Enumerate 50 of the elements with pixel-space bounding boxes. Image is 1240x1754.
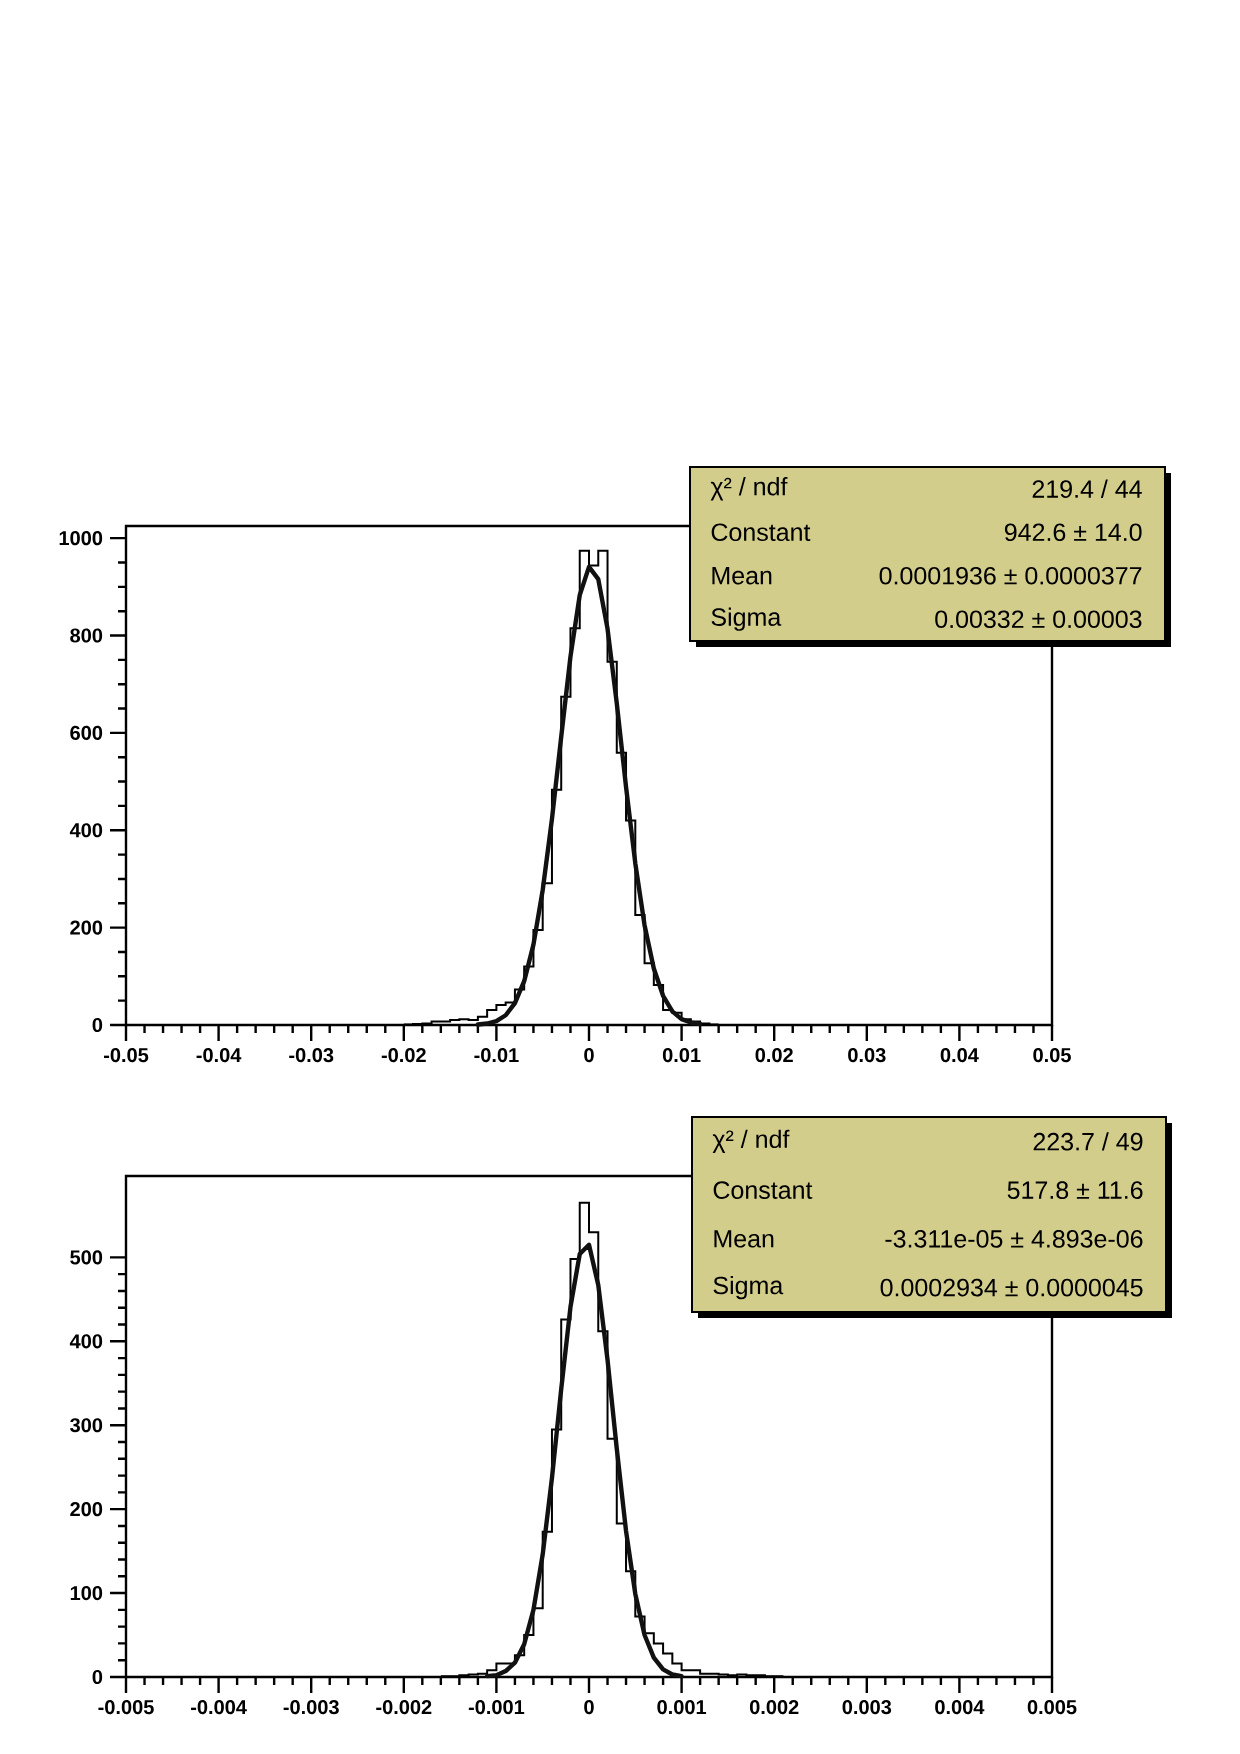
y-tick-label: 0	[92, 1669, 103, 1685]
x-tick-label: -0.003	[283, 1700, 339, 1715]
x-tick-label: 0.04	[940, 1048, 979, 1063]
x-tick-label: -0.01	[474, 1048, 519, 1063]
x-tick-label: 0.005	[1027, 1700, 1077, 1715]
x-tick-label: 0.002	[749, 1700, 799, 1715]
x-tick-label: -0.004	[191, 1700, 247, 1715]
x-tick-label: 0.004	[935, 1700, 985, 1715]
x-tick-label: 0.05	[1033, 1048, 1071, 1063]
annotation: -3.311e-05 ± 4.893e-06	[885, 1230, 1143, 1248]
annotation: Sigma	[711, 607, 782, 631]
y-tick-label: 200	[70, 920, 103, 935]
annotation: 0.00332 ± 0.00003	[935, 610, 1142, 629]
y-tick-label: 100	[70, 1586, 103, 1601]
y-tick-label: 600	[70, 725, 103, 740]
y-tick-label: 300	[70, 1418, 103, 1433]
annotation: Mean	[712, 567, 772, 585]
y-tick-label: 0	[92, 1017, 103, 1033]
x-tick-label: 0	[584, 1048, 594, 1063]
x-tick-label: 0.001	[657, 1700, 707, 1715]
annotation: Constant	[711, 523, 811, 542]
x-tick-label: -0.02	[381, 1048, 426, 1063]
text: 219.4 / 44	[1032, 479, 1142, 498]
x-tick-label: -0.002	[376, 1700, 432, 1715]
y-tick-label: 800	[70, 628, 103, 643]
x-tick-label: -0.03	[289, 1048, 334, 1063]
x-tick-label: -0.05	[103, 1048, 149, 1063]
x-tick-label: 0.03	[848, 1048, 886, 1063]
y-tick-label: 400	[69, 823, 103, 838]
x-tick-label: 0.01	[662, 1048, 701, 1063]
x-tick-label: 0.003	[842, 1700, 892, 1715]
x-tick-label: 0.02	[755, 1048, 793, 1063]
y-tick-label: 1000	[59, 531, 103, 546]
x-tick-label: -0.005	[98, 1700, 154, 1715]
annotation: Constant	[713, 1181, 813, 1199]
y-tick-label: 200	[70, 1502, 103, 1517]
annotation: Mean	[714, 1230, 774, 1248]
y-tick-label: 400	[69, 1334, 103, 1349]
annotation: 942.6 ± 14.0	[1004, 523, 1142, 542]
annotation: 517.8 ± 11.6	[1007, 1181, 1143, 1199]
annotation: 0.0001936 ± 0.0000377	[879, 566, 1142, 585]
text: 223.7 / 49	[1033, 1132, 1143, 1151]
annotation: 0.0002934 ± 0.0000045	[880, 1278, 1143, 1297]
text: χ² / ndf	[712, 1129, 790, 1154]
x-tick-label: -0.001	[468, 1700, 525, 1715]
annotation: Sigma	[713, 1275, 784, 1300]
x-tick-label: 0	[584, 1700, 594, 1715]
y-tick-label: 500	[70, 1250, 103, 1265]
x-tick-label: -0.04	[196, 1048, 242, 1063]
text: χ² / ndf	[710, 477, 788, 501]
